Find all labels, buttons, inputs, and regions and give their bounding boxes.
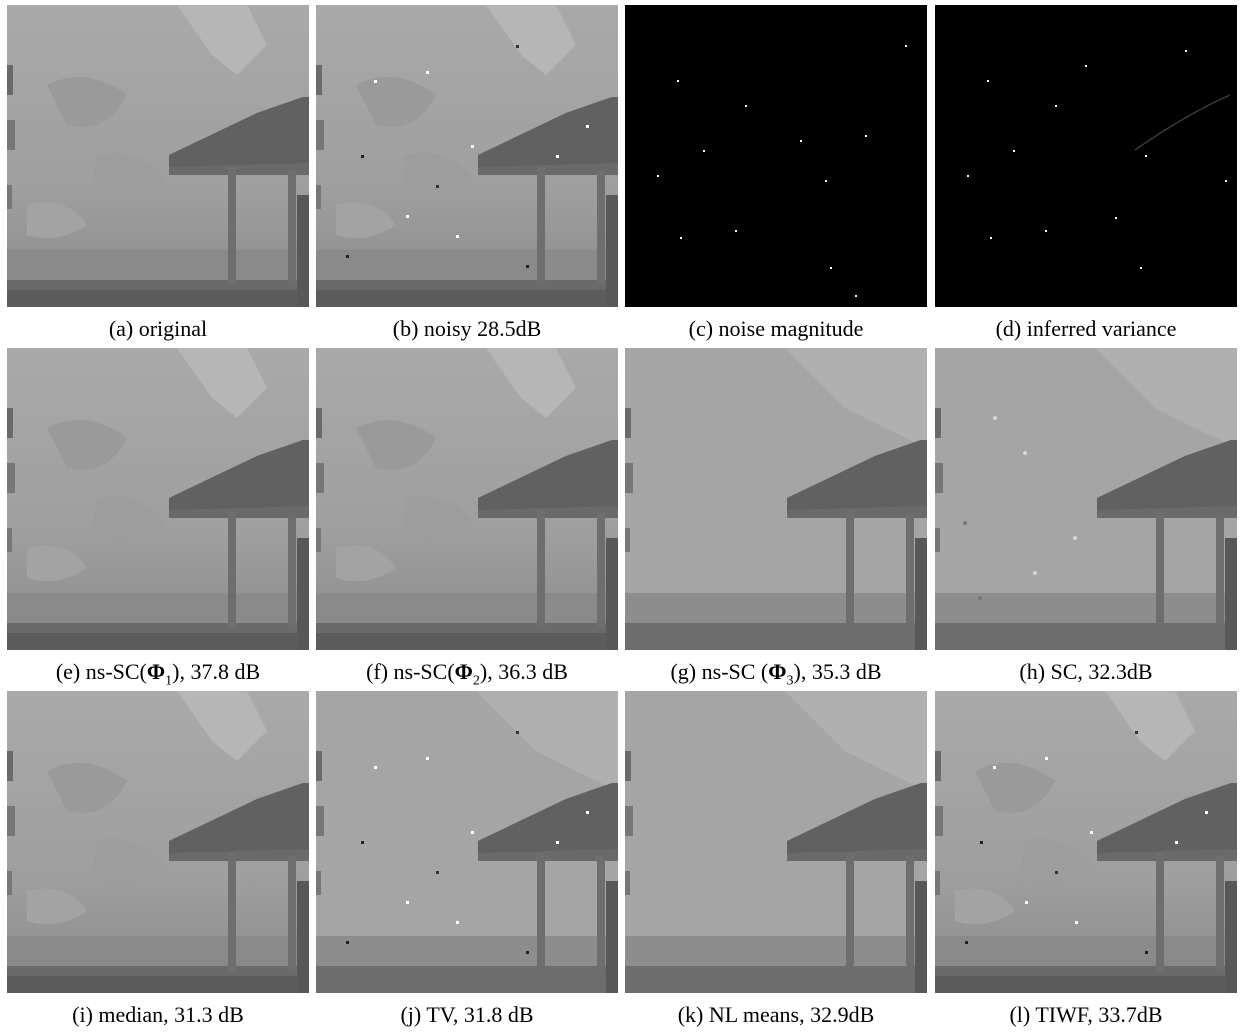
panel-c-image	[625, 5, 927, 307]
panel-g-caption: (g) ns-SC (Φ3), 35.3 dB	[670, 659, 882, 689]
panel-b-caption: (b) noisy 28.5dB	[392, 316, 542, 341]
panel-f-image	[316, 348, 618, 650]
panel-f-caption: (f) ns-SC(Φ2), 36.3 dB	[366, 659, 568, 689]
panel-k: (k) NL means, 32.9dB	[625, 691, 927, 1027]
panel-g: (g) ns-SC (Φ3), 35.3 dB	[625, 348, 927, 688]
panel-e-image	[7, 348, 309, 650]
panel-h-caption: (h) SC, 32.3dB	[1019, 659, 1153, 684]
panel-j: (j) TV, 31.8 dB	[316, 691, 618, 1027]
panel-j-caption: (j) TV, 31.8 dB	[400, 1002, 534, 1027]
panel-j-image	[316, 691, 618, 993]
panel-a-image	[7, 5, 309, 307]
panel-k-caption: (k) NL means, 32.9dB	[677, 1002, 875, 1027]
panel-i-caption: (i) median, 31.3 dB	[72, 1002, 244, 1027]
panel-k-image	[625, 691, 927, 993]
panel-l: (l) TIWF, 33.7dB	[935, 691, 1237, 1027]
panel-c: (c) noise magnitude	[625, 5, 927, 341]
panel-h: (h) SC, 32.3dB	[935, 348, 1237, 684]
panel-i: (i) median, 31.3 dB	[7, 691, 309, 1027]
panel-l-image	[935, 691, 1237, 993]
panel-a-caption: (a) original	[108, 316, 208, 341]
panel-f: (f) ns-SC(Φ2), 36.3 dB	[316, 348, 618, 688]
panel-b: (b) noisy 28.5dB	[316, 5, 618, 341]
panel-l-caption: (l) TIWF, 33.7dB	[1009, 1002, 1163, 1027]
panel-e-caption: (e) ns-SC(Φ1), 37.8 dB	[55, 659, 261, 689]
panel-g-image	[625, 348, 927, 650]
panel-i-image	[7, 691, 309, 993]
panel-d: (d) inferred variance	[935, 5, 1237, 341]
panel-b-image	[316, 5, 618, 307]
panel-a: (a) original	[7, 5, 309, 341]
panel-h-image	[935, 348, 1237, 650]
panel-d-caption: (d) inferred variance	[995, 316, 1177, 341]
panel-e: (e) ns-SC(Φ1), 37.8 dB	[7, 348, 309, 688]
panel-d-image	[935, 5, 1237, 307]
panel-c-caption: (c) noise magnitude	[688, 316, 864, 341]
